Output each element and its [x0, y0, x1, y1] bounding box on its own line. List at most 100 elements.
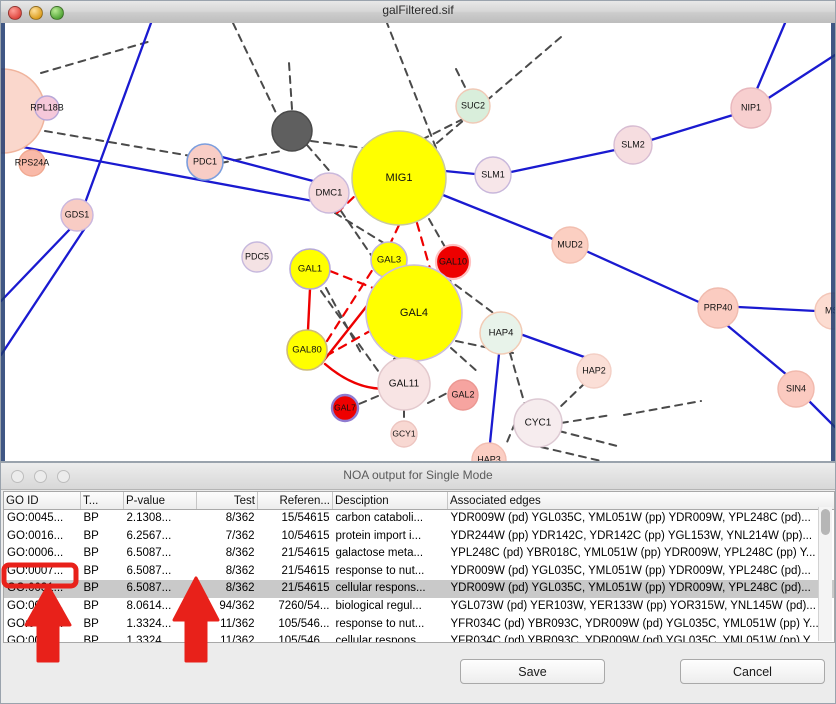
table-row[interactable]: GO:0016... BP 6.2567... 7/362 10/54615 p…: [4, 528, 834, 546]
svg-text:GDS1: GDS1: [65, 209, 90, 219]
cell-description: carbon cataboli...: [335, 512, 424, 524]
node-RPS24A[interactable]: RPS24A: [15, 149, 50, 177]
cell-edges: YDR244W (pp) YDR142C, YDR142C (pp) YGL15…: [450, 529, 813, 542]
node-CYC1[interactable]: CYC1: [513, 398, 563, 448]
network-graph[interactable]: RPL18B RPS24A GDS1 PDC1 PDC5 DMC1 MIG1 S…: [1, 23, 835, 461]
svg-text:PDC1: PDC1: [193, 156, 217, 166]
svg-text:NIP1: NIP1: [741, 102, 761, 112]
noa-close-button-icon[interactable]: [11, 470, 24, 483]
cell-go-id: GO:0016...: [7, 529, 64, 542]
column-header-p-value[interactable]: P-value: [123, 492, 197, 510]
close-button-icon[interactable]: [8, 6, 22, 20]
cell-type: BP: [83, 599, 99, 612]
cell-type: BP: [80, 580, 124, 598]
cell-go-id: GO:0031...: [7, 635, 64, 643]
noa-results-table-container[interactable]: GO ID T... P-value Test Referen... Desci…: [3, 491, 835, 643]
table-row-selected[interactable]: GO:0031... BP 6.5087... 8/362 21/54615 c…: [4, 580, 834, 598]
node-GCY1[interactable]: GCY1: [390, 420, 418, 448]
main-window-title: galFiltered.sif: [382, 3, 454, 17]
cell-go-id: GO:0065...: [7, 599, 64, 612]
minimize-button-icon[interactable]: [29, 6, 43, 20]
column-header-reference[interactable]: Referen...: [257, 492, 333, 510]
svg-text:PDC5: PDC5: [245, 251, 269, 261]
node-SUC2[interactable]: SUC2: [455, 88, 491, 124]
column-header-type[interactable]: T...: [80, 492, 124, 510]
node-GAL4[interactable]: GAL4: [365, 264, 463, 362]
main-window-titlebar[interactable]: galFiltered.sif: [1, 1, 835, 24]
node-DMC1[interactable]: DMC1: [308, 172, 350, 214]
cell-test: 8/362: [225, 512, 255, 524]
node-GDS1[interactable]: GDS1: [60, 198, 94, 232]
table-row[interactable]: GO:0006... BP 6.5087... 8/362 21/54615 g…: [4, 545, 834, 563]
cell-go-id: GO:0007...: [7, 564, 64, 577]
node-unlabeled-gray[interactable]: [271, 110, 313, 152]
table-row[interactable]: GO:0065... BP 8.0614... 94/362 7260/54..…: [4, 598, 834, 616]
cell-description: cellular respons...: [332, 580, 448, 598]
node-PDC1[interactable]: PDC1: [186, 143, 224, 181]
save-button[interactable]: Save: [460, 659, 605, 684]
node-HAP4[interactable]: HAP4: [479, 311, 523, 355]
node-NIP1[interactable]: NIP1: [730, 87, 772, 129]
svg-text:HAP3: HAP3: [477, 454, 501, 461]
noa-zoom-button-icon[interactable]: [57, 470, 70, 483]
svg-text:MUD2: MUD2: [557, 239, 583, 249]
node-GAL1[interactable]: GAL1: [289, 248, 331, 290]
network-canvas[interactable]: RPL18B RPS24A GDS1 PDC1 PDC5 DMC1 MIG1 S…: [1, 23, 835, 461]
cell-test: 11/362: [220, 635, 255, 643]
column-header-associated-edges[interactable]: Associated edges: [447, 492, 834, 510]
node-MUD2[interactable]: MUD2: [551, 226, 589, 264]
node-RPL18B[interactable]: RPL18B: [30, 95, 64, 121]
cell-p-value: 6.2567...: [126, 529, 172, 542]
cell-type: BP: [83, 512, 99, 524]
canvas-right-border: [831, 23, 835, 461]
table-row[interactable]: GO:0031... BP 1.3324... 11/362 105/546..…: [4, 616, 834, 634]
node-PDC5[interactable]: PDC5: [241, 241, 273, 273]
table-row[interactable]: GO:0045... BP 2.1308... 8/362 15/54615 c…: [4, 510, 834, 528]
noa-traffic-lights[interactable]: [11, 470, 70, 483]
node-GAL7[interactable]: GAL7: [330, 393, 360, 423]
svg-text:GAL80: GAL80: [292, 345, 322, 356]
table-row[interactable]: GO:0031... BP 1.3324... 11/362 105/546..…: [4, 633, 834, 643]
cell-p-value: 6.5087...: [123, 580, 197, 598]
dialog-button-row: Save Cancel: [1, 659, 836, 689]
cell-reference: 7260/54...: [278, 599, 330, 612]
cell-p-value: 1.3324...: [126, 635, 172, 643]
node-GAL11[interactable]: GAL11: [377, 357, 431, 411]
node-GAL10[interactable]: GAL10: [434, 243, 472, 281]
column-header-go-id[interactable]: GO ID: [4, 492, 81, 510]
node-HAP3[interactable]: HAP3: [471, 442, 507, 461]
canvas-left-border: [1, 23, 5, 461]
node-GAL80[interactable]: GAL80: [286, 329, 328, 371]
cell-description: protein import i...: [335, 529, 422, 542]
zoom-button-icon[interactable]: [50, 6, 64, 20]
node-SLM1[interactable]: SLM1: [474, 156, 512, 194]
noa-dialog-title: NOA output for Single Mode: [343, 468, 493, 482]
svg-text:GAL3: GAL3: [377, 255, 401, 266]
node-PRP40[interactable]: PRP40: [697, 287, 739, 329]
svg-text:RPL18B: RPL18B: [30, 102, 64, 112]
cancel-button[interactable]: Cancel: [680, 659, 825, 684]
node-GAL2[interactable]: GAL2: [447, 379, 479, 411]
window-traffic-lights[interactable]: [8, 6, 64, 20]
node-SIN4[interactable]: SIN4: [777, 370, 815, 408]
scrollbar-thumb[interactable]: [821, 509, 830, 535]
cell-type: BP: [83, 529, 99, 542]
node-HAP2[interactable]: HAP2: [576, 353, 612, 389]
noa-minimize-button-icon[interactable]: [34, 470, 47, 483]
table-body: GO:0045... BP 2.1308... 8/362 15/54615 c…: [4, 510, 834, 643]
node-SLM2[interactable]: SLM2: [613, 125, 653, 165]
cell-description: response to nut...: [335, 564, 425, 577]
cell-p-value: 8.0614...: [126, 599, 172, 612]
table-vertical-scrollbar[interactable]: [818, 507, 832, 641]
cell-reference: 21/54615: [281, 564, 330, 577]
table-row[interactable]: GO:0007... BP 6.5087... 8/362 21/54615 r…: [4, 563, 834, 581]
network-nodes[interactable]: RPL18B RPS24A GDS1 PDC1 PDC5 DMC1 MIG1 S…: [1, 68, 835, 461]
svg-text:CYC1: CYC1: [525, 418, 552, 429]
node-MIG1[interactable]: MIG1: [351, 130, 447, 226]
cell-description: cellular respons...: [335, 635, 426, 643]
column-header-description[interactable]: Desciption: [332, 492, 448, 510]
noa-dialog-titlebar[interactable]: NOA output for Single Mode: [1, 463, 835, 490]
svg-text:RPS24A: RPS24A: [15, 157, 50, 167]
column-header-test[interactable]: Test: [196, 492, 258, 510]
